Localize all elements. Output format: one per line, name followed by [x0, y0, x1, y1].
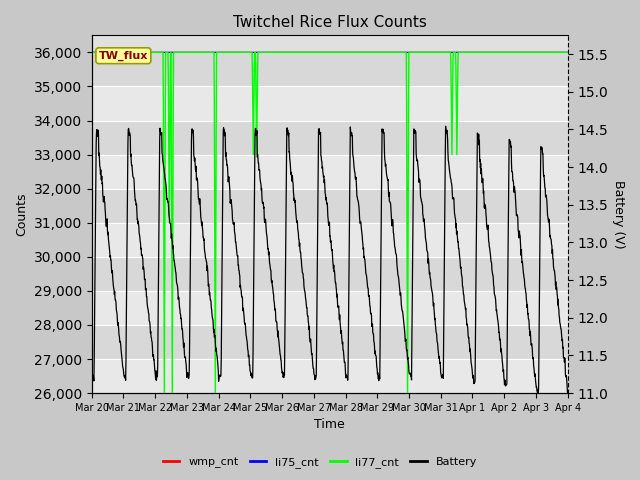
Bar: [92, 120, 568, 155]
Bar: [92, 359, 568, 393]
Bar: [92, 86, 568, 120]
Text: TW_flux: TW_flux: [99, 50, 148, 61]
Title: Twitchel Rice Flux Counts: Twitchel Rice Flux Counts: [233, 15, 427, 30]
Y-axis label: Counts: Counts: [15, 192, 28, 236]
Bar: [92, 189, 568, 223]
Legend: wmp_cnt, li75_cnt, li77_cnt, Battery: wmp_cnt, li75_cnt, li77_cnt, Battery: [158, 452, 482, 472]
Bar: [92, 52, 568, 86]
Bar: [92, 257, 568, 291]
Y-axis label: Battery (V): Battery (V): [612, 180, 625, 249]
Bar: [92, 223, 568, 257]
Bar: [92, 155, 568, 189]
Bar: [92, 291, 568, 325]
Bar: [92, 325, 568, 359]
X-axis label: Time: Time: [314, 419, 345, 432]
